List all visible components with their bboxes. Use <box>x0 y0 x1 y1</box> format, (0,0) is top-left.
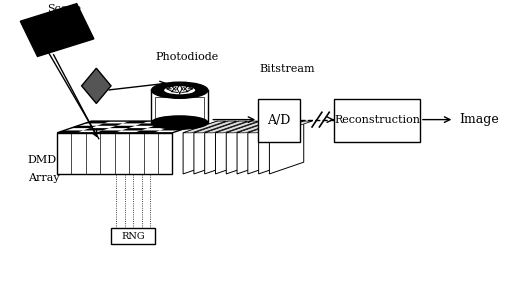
Ellipse shape <box>164 86 195 94</box>
Polygon shape <box>96 123 123 126</box>
Polygon shape <box>247 121 290 133</box>
Polygon shape <box>57 130 83 133</box>
Polygon shape <box>81 68 111 104</box>
Text: Image: Image <box>458 113 498 126</box>
Polygon shape <box>183 121 226 133</box>
Polygon shape <box>215 121 249 174</box>
Bar <box>111 228 155 244</box>
Polygon shape <box>193 121 228 174</box>
Polygon shape <box>20 4 93 56</box>
Text: Array: Array <box>28 173 59 183</box>
Text: Reconstruction: Reconstruction <box>333 115 419 125</box>
Polygon shape <box>258 121 301 133</box>
Polygon shape <box>205 121 238 174</box>
Text: Scene: Scene <box>47 4 81 14</box>
Text: A/D: A/D <box>267 114 290 127</box>
Polygon shape <box>205 121 247 133</box>
Polygon shape <box>226 121 260 174</box>
Polygon shape <box>83 128 109 130</box>
Text: Photodiode: Photodiode <box>155 52 218 62</box>
Polygon shape <box>269 121 312 133</box>
Polygon shape <box>57 133 172 174</box>
Ellipse shape <box>151 116 208 129</box>
Bar <box>151 90 208 122</box>
Polygon shape <box>57 121 206 133</box>
Bar <box>258 99 299 142</box>
Polygon shape <box>236 121 279 133</box>
Polygon shape <box>236 121 271 174</box>
Polygon shape <box>84 121 111 123</box>
Polygon shape <box>215 121 258 133</box>
Polygon shape <box>160 128 186 130</box>
Text: DMD: DMD <box>28 155 57 165</box>
Ellipse shape <box>151 82 208 98</box>
Polygon shape <box>123 121 149 123</box>
Polygon shape <box>135 123 161 126</box>
Polygon shape <box>269 121 303 174</box>
Polygon shape <box>247 121 282 174</box>
Polygon shape <box>121 128 147 130</box>
Polygon shape <box>71 126 96 128</box>
Polygon shape <box>161 121 187 123</box>
Text: RNG: RNG <box>121 232 144 241</box>
Polygon shape <box>173 123 199 126</box>
Polygon shape <box>193 121 236 133</box>
Polygon shape <box>109 126 135 128</box>
Bar <box>155 97 204 119</box>
Polygon shape <box>258 121 292 174</box>
Bar <box>333 99 419 142</box>
Polygon shape <box>183 121 217 174</box>
Polygon shape <box>147 126 173 128</box>
Polygon shape <box>95 130 121 133</box>
Polygon shape <box>226 121 269 133</box>
Text: Bitstream: Bitstream <box>259 64 315 74</box>
Polygon shape <box>134 130 160 133</box>
